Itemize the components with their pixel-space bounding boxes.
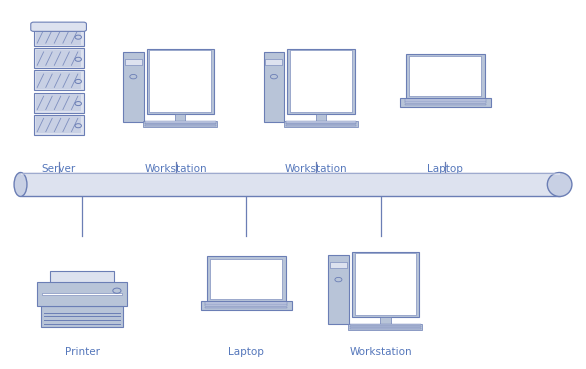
FancyBboxPatch shape	[36, 50, 81, 67]
FancyBboxPatch shape	[34, 26, 84, 46]
FancyBboxPatch shape	[205, 307, 287, 308]
FancyBboxPatch shape	[34, 93, 84, 113]
Text: Laptop: Laptop	[228, 347, 264, 357]
FancyBboxPatch shape	[21, 173, 560, 196]
FancyBboxPatch shape	[34, 70, 84, 90]
FancyBboxPatch shape	[264, 52, 284, 121]
FancyBboxPatch shape	[145, 121, 216, 123]
FancyBboxPatch shape	[350, 326, 421, 327]
FancyBboxPatch shape	[355, 254, 416, 315]
FancyBboxPatch shape	[43, 293, 122, 296]
FancyBboxPatch shape	[36, 28, 81, 45]
FancyBboxPatch shape	[328, 255, 349, 324]
FancyBboxPatch shape	[265, 59, 282, 65]
FancyBboxPatch shape	[285, 125, 356, 126]
FancyBboxPatch shape	[175, 114, 185, 121]
FancyBboxPatch shape	[36, 116, 81, 133]
FancyBboxPatch shape	[284, 121, 358, 127]
FancyBboxPatch shape	[36, 94, 81, 111]
FancyBboxPatch shape	[145, 125, 216, 126]
FancyBboxPatch shape	[123, 52, 144, 121]
FancyBboxPatch shape	[400, 98, 491, 107]
FancyBboxPatch shape	[149, 51, 211, 112]
Ellipse shape	[547, 173, 572, 196]
FancyBboxPatch shape	[285, 121, 356, 123]
FancyBboxPatch shape	[352, 252, 419, 317]
Text: Laptop: Laptop	[427, 164, 464, 174]
Text: Server: Server	[42, 164, 76, 174]
FancyBboxPatch shape	[145, 123, 216, 124]
FancyBboxPatch shape	[41, 306, 123, 327]
Text: Workstation: Workstation	[350, 347, 412, 357]
FancyBboxPatch shape	[285, 123, 356, 124]
FancyBboxPatch shape	[348, 324, 423, 330]
Text: Printer: Printer	[64, 347, 100, 357]
FancyBboxPatch shape	[36, 72, 81, 89]
FancyBboxPatch shape	[31, 22, 87, 31]
FancyBboxPatch shape	[380, 317, 391, 324]
FancyBboxPatch shape	[37, 282, 128, 306]
Text: Workstation: Workstation	[145, 164, 207, 174]
FancyBboxPatch shape	[146, 49, 214, 114]
FancyBboxPatch shape	[21, 173, 560, 176]
FancyBboxPatch shape	[205, 304, 287, 306]
FancyBboxPatch shape	[205, 302, 287, 304]
FancyBboxPatch shape	[125, 59, 142, 65]
FancyBboxPatch shape	[316, 114, 326, 121]
FancyBboxPatch shape	[206, 256, 286, 301]
FancyBboxPatch shape	[34, 115, 84, 135]
FancyBboxPatch shape	[50, 271, 114, 298]
FancyBboxPatch shape	[409, 56, 482, 96]
FancyBboxPatch shape	[404, 99, 486, 101]
Text: Workstation: Workstation	[285, 164, 347, 174]
FancyBboxPatch shape	[34, 48, 84, 68]
FancyBboxPatch shape	[143, 121, 217, 127]
FancyBboxPatch shape	[330, 262, 347, 268]
FancyBboxPatch shape	[290, 51, 352, 112]
FancyBboxPatch shape	[404, 101, 486, 103]
Ellipse shape	[14, 173, 27, 196]
FancyBboxPatch shape	[210, 259, 282, 299]
FancyBboxPatch shape	[287, 49, 355, 114]
FancyBboxPatch shape	[404, 104, 486, 105]
FancyBboxPatch shape	[406, 54, 485, 98]
FancyBboxPatch shape	[350, 324, 421, 325]
FancyBboxPatch shape	[200, 301, 291, 310]
FancyBboxPatch shape	[350, 328, 421, 329]
